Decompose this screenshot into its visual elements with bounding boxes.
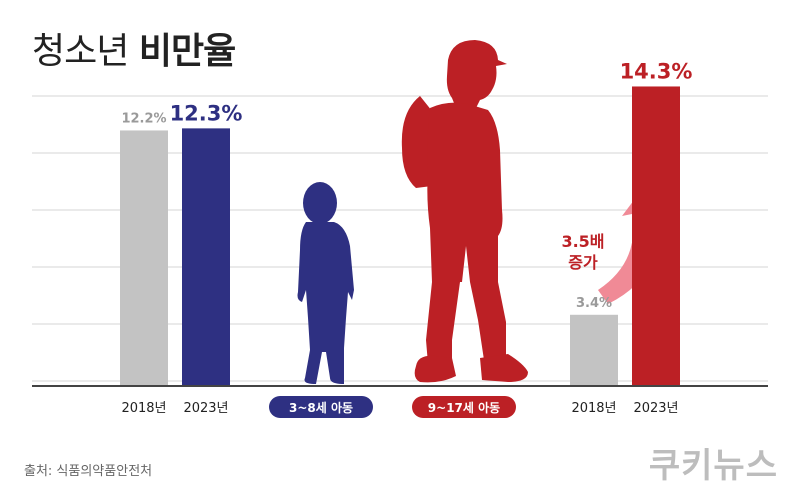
- bar-2018년: [570, 314, 618, 386]
- publisher-logo: 쿠키뉴스: [648, 446, 778, 486]
- bar-2018년: [120, 130, 168, 386]
- group-pill: [269, 396, 373, 418]
- title-regular: 청소년: [32, 31, 129, 72]
- increase-annotation-line2: 증가: [568, 253, 598, 272]
- data-label: 12.3%: [170, 101, 243, 125]
- category-label: 2023년: [633, 401, 678, 416]
- data-label: 14.3%: [620, 59, 693, 83]
- group-label: 3~8세 아동: [289, 400, 353, 415]
- bar-2023년: [632, 86, 680, 387]
- title-bold: 비만율: [138, 31, 236, 72]
- data-label: 3.4%: [576, 296, 612, 311]
- group-label: 9~17세 아동: [428, 400, 500, 415]
- increase-annotation-line1: 3.5배: [561, 232, 604, 251]
- group-pill: [412, 396, 516, 418]
- category-label: 2018년: [571, 401, 616, 416]
- labels: 12.2% 2018년 12.3% 2023년 3~8세 아동 3.4% 2018년 14.3…: [121, 59, 692, 418]
- data-label: 12.2%: [121, 111, 166, 126]
- child-silhouette-icon: [297, 182, 354, 384]
- category-label: 2023년: [183, 401, 228, 416]
- bars: [120, 86, 680, 387]
- page-title: 청소년 비만율: [32, 22, 236, 74]
- source-note: 출처: 식품의약품안전처: [24, 464, 153, 479]
- teen-silhouette-icon: [401, 40, 528, 383]
- category-label: 2018년: [121, 401, 166, 416]
- bar-2023년: [182, 128, 230, 386]
